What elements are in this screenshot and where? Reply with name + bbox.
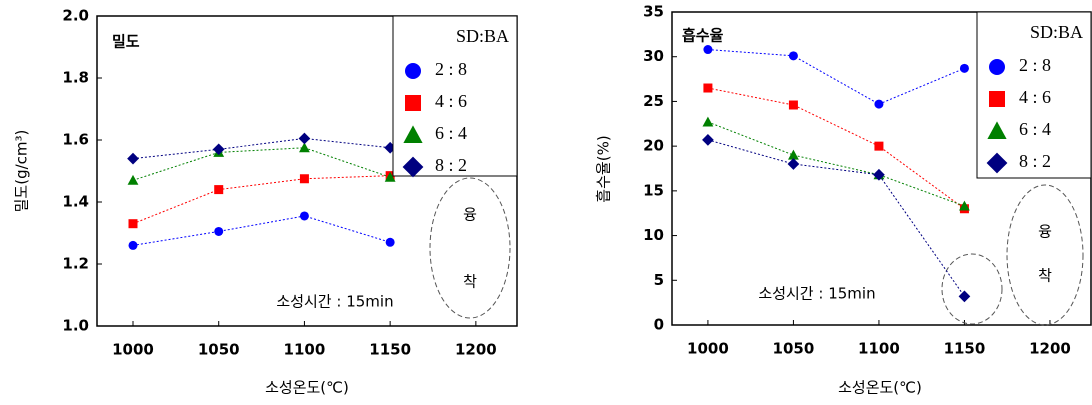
y-tick-label: 2.0 bbox=[62, 7, 89, 25]
y-tick-label: 20 bbox=[643, 137, 664, 155]
marker bbox=[788, 51, 798, 61]
annotation: 착 bbox=[1038, 267, 1052, 285]
marker bbox=[987, 121, 1007, 139]
x-tick-label: 1200 bbox=[1029, 340, 1071, 358]
marker bbox=[703, 83, 713, 93]
marker bbox=[384, 141, 396, 154]
y-tick-label: 0 bbox=[654, 316, 664, 334]
series-line bbox=[707, 49, 965, 105]
annotation: 융 bbox=[463, 206, 477, 224]
marker bbox=[405, 95, 421, 111]
chart: 0 5 10 15 20 25 30 35 1000 1050 1100 1150 1200 흡수율소성온… bbox=[595, 3, 1092, 397]
legend-label: 6 : 4 bbox=[435, 123, 467, 143]
marker bbox=[958, 290, 971, 303]
marker bbox=[299, 142, 310, 153]
y-axis-label: 흡수율(%) bbox=[595, 135, 613, 202]
x-tick-label: 1200 bbox=[455, 341, 497, 359]
x-tick-label: 1000 bbox=[112, 341, 154, 359]
marker bbox=[873, 168, 885, 181]
legend-title: SD:BA bbox=[1030, 22, 1083, 42]
series-line bbox=[707, 87, 965, 210]
y-tick-label: 1.6 bbox=[62, 131, 89, 149]
chart-title: 밀도 bbox=[112, 33, 140, 51]
marker bbox=[874, 141, 884, 151]
y-tick-label: 1.8 bbox=[62, 69, 89, 87]
series-line bbox=[132, 137, 391, 160]
y-tick-label: 1.2 bbox=[62, 255, 89, 273]
marker bbox=[788, 149, 799, 160]
series-line bbox=[132, 175, 391, 225]
legend-label: 8 : 2 bbox=[1019, 151, 1051, 171]
marker bbox=[214, 226, 224, 236]
legend-title: SD:BA bbox=[456, 26, 509, 46]
marker bbox=[989, 91, 1005, 107]
x-tick-label: 1150 bbox=[369, 341, 411, 359]
y-tick-label: 1.4 bbox=[62, 193, 89, 211]
marker bbox=[405, 63, 421, 79]
marker bbox=[385, 237, 395, 247]
x-tick-label: 1050 bbox=[198, 341, 240, 359]
annotation-ellipse bbox=[941, 253, 1003, 325]
marker bbox=[127, 174, 139, 185]
annotation-ellipse bbox=[429, 177, 511, 319]
marker bbox=[127, 152, 139, 165]
marker bbox=[702, 134, 714, 146]
annotation: 소성시간 : 15min bbox=[276, 293, 393, 311]
y-tick-label: 10 bbox=[643, 226, 664, 244]
legend-label: 8 : 2 bbox=[435, 155, 467, 175]
x-tick-label: 1150 bbox=[944, 340, 986, 358]
marker bbox=[788, 100, 798, 110]
legend-label: 2 : 8 bbox=[1019, 55, 1051, 75]
marker bbox=[959, 63, 969, 73]
marker bbox=[959, 200, 970, 211]
x-tick-label: 1100 bbox=[858, 340, 900, 358]
marker bbox=[874, 99, 884, 109]
y-tick-label: 30 bbox=[643, 47, 664, 65]
marker bbox=[299, 211, 309, 221]
legend-label: 4 : 6 bbox=[435, 91, 467, 111]
marker bbox=[212, 143, 225, 156]
chart-title: 흡수율 bbox=[682, 27, 724, 45]
marker bbox=[703, 45, 713, 55]
y-tick-label: 1.0 bbox=[62, 317, 89, 335]
marker bbox=[128, 240, 138, 250]
x-axis-label: 소성온도(℃) bbox=[838, 379, 922, 397]
marker bbox=[702, 116, 714, 127]
series-line bbox=[707, 139, 965, 297]
legend-label: 2 : 8 bbox=[435, 59, 467, 79]
y-axis-label: 밀도(g/cm³) bbox=[13, 130, 31, 213]
y-tick-label: 35 bbox=[643, 3, 664, 21]
marker bbox=[989, 59, 1005, 75]
x-tick-label: 1000 bbox=[687, 340, 729, 358]
x-tick-label: 1100 bbox=[284, 341, 326, 359]
marker bbox=[214, 185, 224, 195]
marker bbox=[787, 158, 800, 170]
series-line bbox=[132, 147, 391, 181]
marker bbox=[986, 152, 1008, 174]
x-tick-label: 1050 bbox=[773, 340, 815, 358]
annotation: 소성시간 : 15min bbox=[758, 285, 875, 303]
annotation-ellipse bbox=[1006, 184, 1084, 326]
y-tick-label: 15 bbox=[643, 181, 664, 199]
marker bbox=[299, 174, 309, 184]
series-line bbox=[132, 215, 391, 246]
marker bbox=[403, 125, 423, 143]
marker bbox=[128, 219, 138, 229]
legend-label: 4 : 6 bbox=[1019, 87, 1051, 107]
x-axis-label: 소성온도(℃) bbox=[265, 379, 349, 397]
series-line bbox=[707, 121, 965, 207]
marker bbox=[298, 132, 311, 145]
marker bbox=[402, 156, 424, 178]
chart: 1.0 1.2 1.4 1.6 1.8 2.0 1000 1050 1100 1150 1200 밀도… bbox=[13, 7, 518, 397]
y-tick-label: 5 bbox=[654, 271, 664, 289]
marker bbox=[384, 171, 396, 182]
annotation: 융 bbox=[1038, 223, 1052, 241]
annotation: 착 bbox=[463, 273, 477, 291]
legend-label: 6 : 4 bbox=[1019, 119, 1051, 139]
y-tick-label: 25 bbox=[643, 92, 664, 110]
